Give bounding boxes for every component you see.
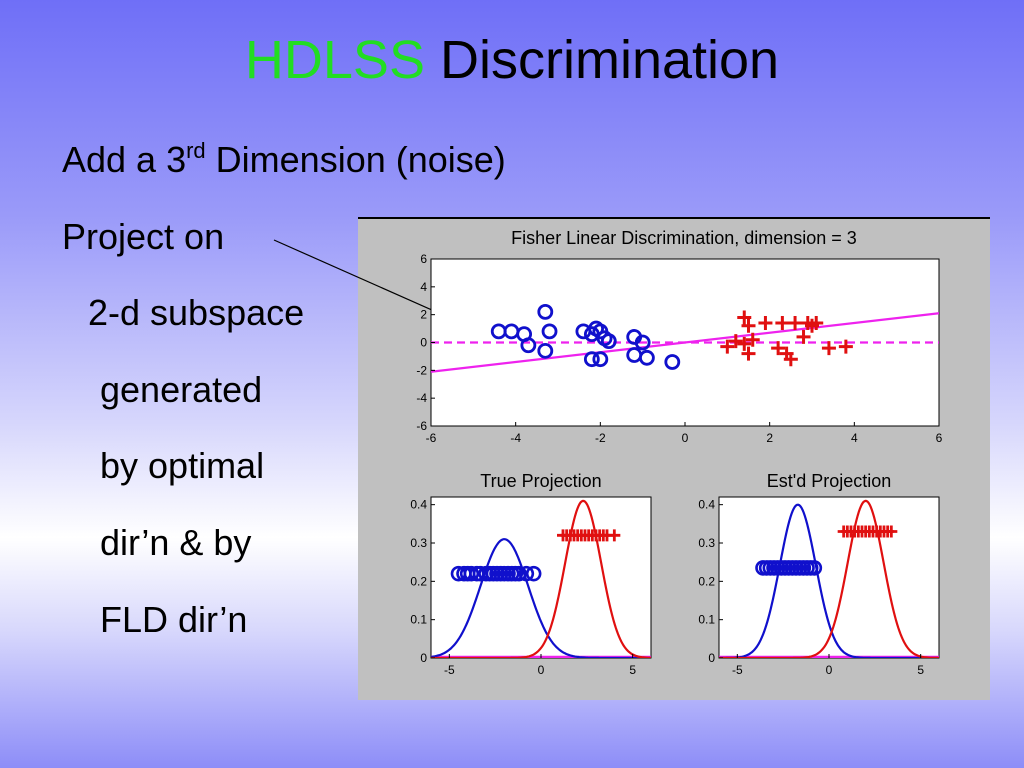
- y-tick-label: 2: [420, 308, 427, 322]
- superscript: rd: [186, 138, 206, 163]
- plus-point: [741, 346, 756, 361]
- y-tick-label: 0.2: [410, 574, 427, 588]
- plus-point: [737, 310, 752, 325]
- circle-point: [600, 333, 617, 350]
- plus-point: [758, 316, 773, 331]
- circle-point: [537, 303, 554, 320]
- bullet-by-optimal: by optimal: [100, 445, 265, 486]
- chart-title: True Projection: [480, 471, 601, 491]
- y-tick-label: -6: [416, 419, 427, 433]
- plus-point: [838, 339, 853, 354]
- chart-title: Fisher Linear Discrimination, dimension …: [511, 228, 857, 248]
- bullet-dirn: dir’n & by: [100, 522, 252, 563]
- circle-point: [511, 565, 527, 582]
- y-tick-label: 0.1: [410, 613, 427, 627]
- x-tick-label: -5: [444, 663, 455, 677]
- plus-point: [796, 329, 811, 344]
- plus-point: [783, 352, 798, 367]
- chart-title: Est'd Projection: [767, 471, 892, 491]
- plus-point: [608, 529, 621, 542]
- y-tick-label: 0.3: [410, 536, 427, 550]
- plus-point: [728, 334, 743, 349]
- x-tick-label: -5: [732, 663, 743, 677]
- plus-point: [885, 525, 898, 538]
- y-tick-label: -2: [416, 363, 427, 377]
- plus-point: [788, 316, 803, 331]
- plus-point: [745, 332, 760, 347]
- circle-point: [518, 565, 535, 582]
- y-tick-label: 6: [420, 252, 427, 266]
- slide-title: HDLSS Discrimination: [0, 28, 1024, 92]
- x-tick-label: 0: [682, 431, 689, 445]
- circle-point: [537, 342, 554, 359]
- circle-point: [639, 349, 655, 366]
- density-curve: [431, 499, 651, 658]
- bullet-add-dimension: Add a 3rd Dimension (noise): [62, 138, 506, 182]
- axes-box: [718, 496, 940, 659]
- x-tick-label: -6: [426, 431, 437, 445]
- bullet-text: Dimension (noise): [205, 139, 506, 180]
- y-tick-label: -4: [416, 391, 427, 405]
- density-curve: [719, 499, 939, 658]
- plus-point: [737, 336, 752, 351]
- circle-point: [664, 354, 681, 370]
- bullet-generated: generated: [100, 369, 263, 410]
- circle-point: [806, 560, 823, 576]
- x-tick-label: 4: [851, 431, 858, 445]
- x-tick-label: 5: [917, 663, 924, 677]
- x-tick-label: 6: [936, 431, 943, 445]
- y-tick-label: 0: [420, 651, 427, 665]
- title-highlight: HDLSS: [244, 30, 425, 90]
- panel-true-projection: True Projection -5 0 5 0 0.1 0.2 0.3 0.4: [410, 471, 652, 677]
- panel-estd-projection: Est'd Projection -5 0 5 0 0.1 0.2 0.3 0.4: [698, 471, 940, 677]
- circle-point: [541, 323, 558, 340]
- x-tick-label: 5: [629, 663, 636, 677]
- y-tick-label: 0.2: [698, 574, 715, 588]
- y-tick-label: 0.3: [698, 536, 715, 550]
- title-rest: Discrimination: [439, 30, 780, 90]
- circle-point: [520, 337, 537, 354]
- plus-point: [771, 341, 786, 356]
- panel-fisher: Fisher Linear Discrimination, dimension …: [416, 228, 942, 445]
- bullet-fld: FLD dir’n: [100, 599, 248, 640]
- circle-point: [583, 351, 600, 368]
- bullet-subspace: 2-d subspace: [88, 292, 305, 333]
- circle-point: [592, 351, 609, 368]
- x-tick-label: 0: [538, 663, 545, 677]
- plus-point: [775, 316, 790, 331]
- x-tick-label: 0: [826, 663, 833, 677]
- x-tick-label: -2: [595, 431, 606, 445]
- circle-point: [634, 334, 651, 351]
- density-curve: [719, 503, 939, 658]
- plus-point: [741, 318, 756, 333]
- plus-point: [809, 316, 824, 331]
- circle-point: [463, 565, 480, 582]
- y-tick-label: 0: [708, 651, 715, 665]
- y-tick-label: 0.4: [698, 498, 715, 512]
- x-tick-label: 2: [766, 431, 773, 445]
- y-tick-label: 0: [420, 336, 427, 350]
- plus-point: [821, 341, 836, 356]
- x-tick-label: -4: [510, 431, 521, 445]
- circle-point: [525, 565, 542, 582]
- plus-point: [720, 339, 735, 354]
- bullet-text: Add a 3: [62, 139, 187, 180]
- y-tick-label: 0.4: [410, 498, 427, 512]
- y-tick-label: 4: [420, 280, 427, 294]
- y-tick-label: 0.1: [698, 613, 715, 627]
- bullet-project-on: Project on: [62, 216, 225, 257]
- density-curve: [431, 538, 651, 658]
